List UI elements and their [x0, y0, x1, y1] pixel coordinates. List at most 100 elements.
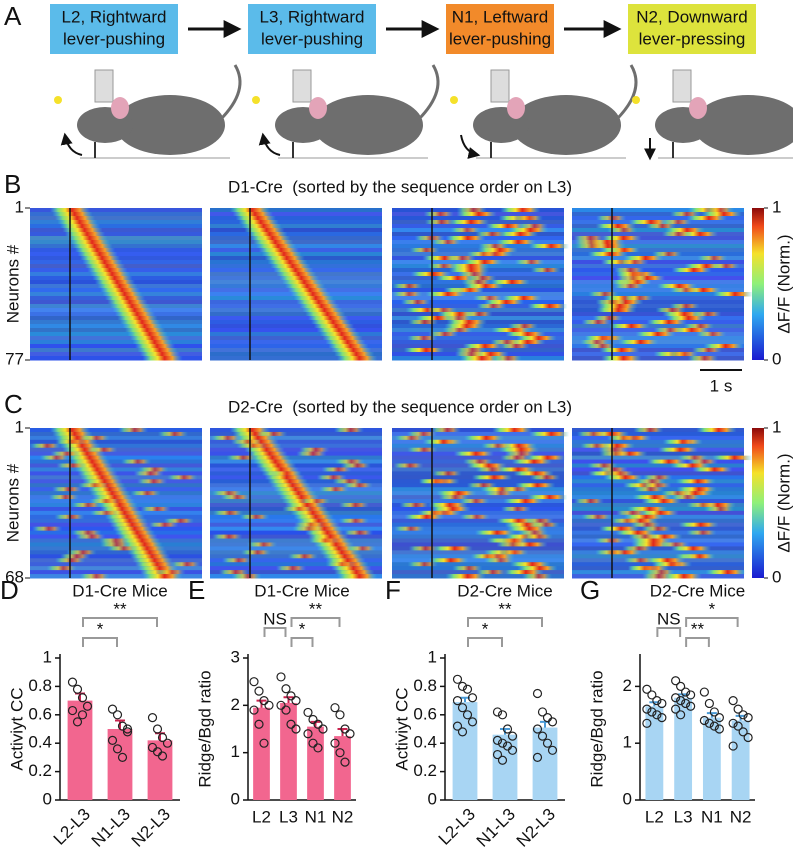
heatmap-activity: [235, 435, 276, 441]
heatmap-activity: [127, 550, 168, 555]
heatmap-row: [30, 435, 202, 441]
heatmap-activity: [623, 296, 654, 301]
condition-label: lever-pushing: [449, 29, 551, 48]
heatmap-activity: [270, 471, 301, 476]
mouse-ear: [111, 97, 129, 119]
data-point: [77, 710, 88, 720]
heatmap-activity: [508, 324, 539, 329]
heatmap-row: [572, 443, 744, 449]
heatmap-activity: [319, 550, 360, 555]
heatmap-activity: [596, 308, 637, 313]
data-point: [704, 718, 714, 728]
significance-label: *: [709, 599, 716, 618]
data-point: [286, 691, 296, 701]
heatmap-activity: [292, 526, 323, 532]
heatmap-row: [30, 455, 202, 461]
y-tick-label: 0.6: [413, 704, 437, 723]
heatmap-activity: [514, 260, 545, 265]
heatmap-activity: [435, 276, 476, 281]
y-tick-label: 77: [5, 349, 24, 368]
heatmap-row: [572, 451, 744, 457]
heatmap-activity: [712, 455, 753, 461]
y-tick-label: 0: [623, 789, 632, 808]
data-point: [652, 695, 662, 706]
heatmap-row: [210, 240, 382, 245]
heatmap-row: [210, 534, 382, 540]
heatmap-activity: [92, 495, 133, 500]
data-point: [686, 701, 696, 711]
heatmap-activity: [235, 216, 276, 221]
data-point: [467, 693, 478, 703]
data-point: [642, 684, 652, 694]
panel-letter: D: [0, 575, 19, 605]
data-point: [122, 724, 133, 734]
heatmap-row: [210, 212, 382, 217]
heatmap-activity: [105, 514, 145, 520]
heatmap-activity: [453, 451, 494, 457]
heatmap-row: [210, 232, 382, 237]
heatmap-activity: [665, 439, 696, 445]
heatmap-activity: [676, 487, 717, 492]
heatmap-activity: [285, 503, 325, 508]
heatmap-row: [210, 220, 382, 225]
data-point: [647, 707, 657, 717]
heatmap-row: [30, 344, 202, 349]
heatmap-activity: [653, 328, 684, 333]
heatmap-activity: [671, 546, 712, 551]
heatmap-activity: [623, 256, 664, 261]
heatmap-activity: [308, 538, 339, 543]
heatmap-activity: [87, 487, 128, 492]
mouse-ear: [689, 97, 707, 119]
heatmap-activity: [618, 260, 649, 265]
significance-bracket: [467, 637, 503, 647]
mouse-ear: [309, 97, 327, 119]
data-point: [264, 700, 274, 710]
heatmap-activity: [623, 558, 654, 563]
heatmap-activity: [334, 428, 365, 433]
heatmap-activity: [529, 522, 560, 528]
heatmap-activity: [267, 260, 308, 265]
data-point: [467, 717, 478, 727]
heatmap-activity: [87, 268, 128, 273]
heatmap-row: [210, 228, 382, 233]
heatmap-row: [392, 455, 564, 461]
heatmap-activity: [501, 296, 542, 301]
error-bar: [115, 719, 125, 729]
heatmap-activity: [92, 276, 133, 281]
data-point: [457, 703, 468, 713]
heatmap-activity: [70, 240, 110, 245]
heatmap-activity: [496, 240, 537, 245]
heatmap-activity: [683, 324, 714, 329]
heatmap-activity: [125, 546, 165, 551]
data-point: [291, 695, 301, 706]
heatmap-activity: [112, 526, 153, 532]
heatmap-activity: [142, 356, 183, 361]
objective: [672, 69, 692, 103]
data-point: [642, 718, 652, 728]
data-point: [281, 684, 291, 694]
heatmap-activity: [62, 228, 103, 233]
heatmap-activity: [646, 320, 687, 325]
heatmap-activity: [273, 268, 314, 273]
data-point: [681, 698, 691, 709]
heatmap-row: [572, 467, 744, 472]
heatmap-activity: [427, 503, 468, 508]
heatmap-title: D2-Cre (sorted by the sequence order on …: [228, 397, 572, 416]
heatmap-activity: [427, 264, 458, 269]
heatmap-activity: [213, 510, 244, 516]
heatmap-row: [30, 356, 202, 361]
heatmap-activity: [507, 542, 548, 547]
heatmap-activity: [599, 348, 640, 353]
mouse-body: [693, 95, 793, 155]
heatmap-activity: [686, 216, 727, 221]
heatmap-activity: [89, 499, 120, 504]
heatmap-activity: [704, 208, 735, 213]
heatmap-activity: [456, 208, 487, 213]
heatmap-activity: [603, 475, 644, 480]
heatmap-activity: [127, 332, 168, 337]
heatmap-activity: [258, 248, 299, 253]
heatmap-activity: [696, 428, 737, 433]
heatmap-activity: [588, 292, 619, 297]
x-tick-label: L2-L3: [50, 805, 94, 848]
significance-label: *: [482, 619, 489, 638]
